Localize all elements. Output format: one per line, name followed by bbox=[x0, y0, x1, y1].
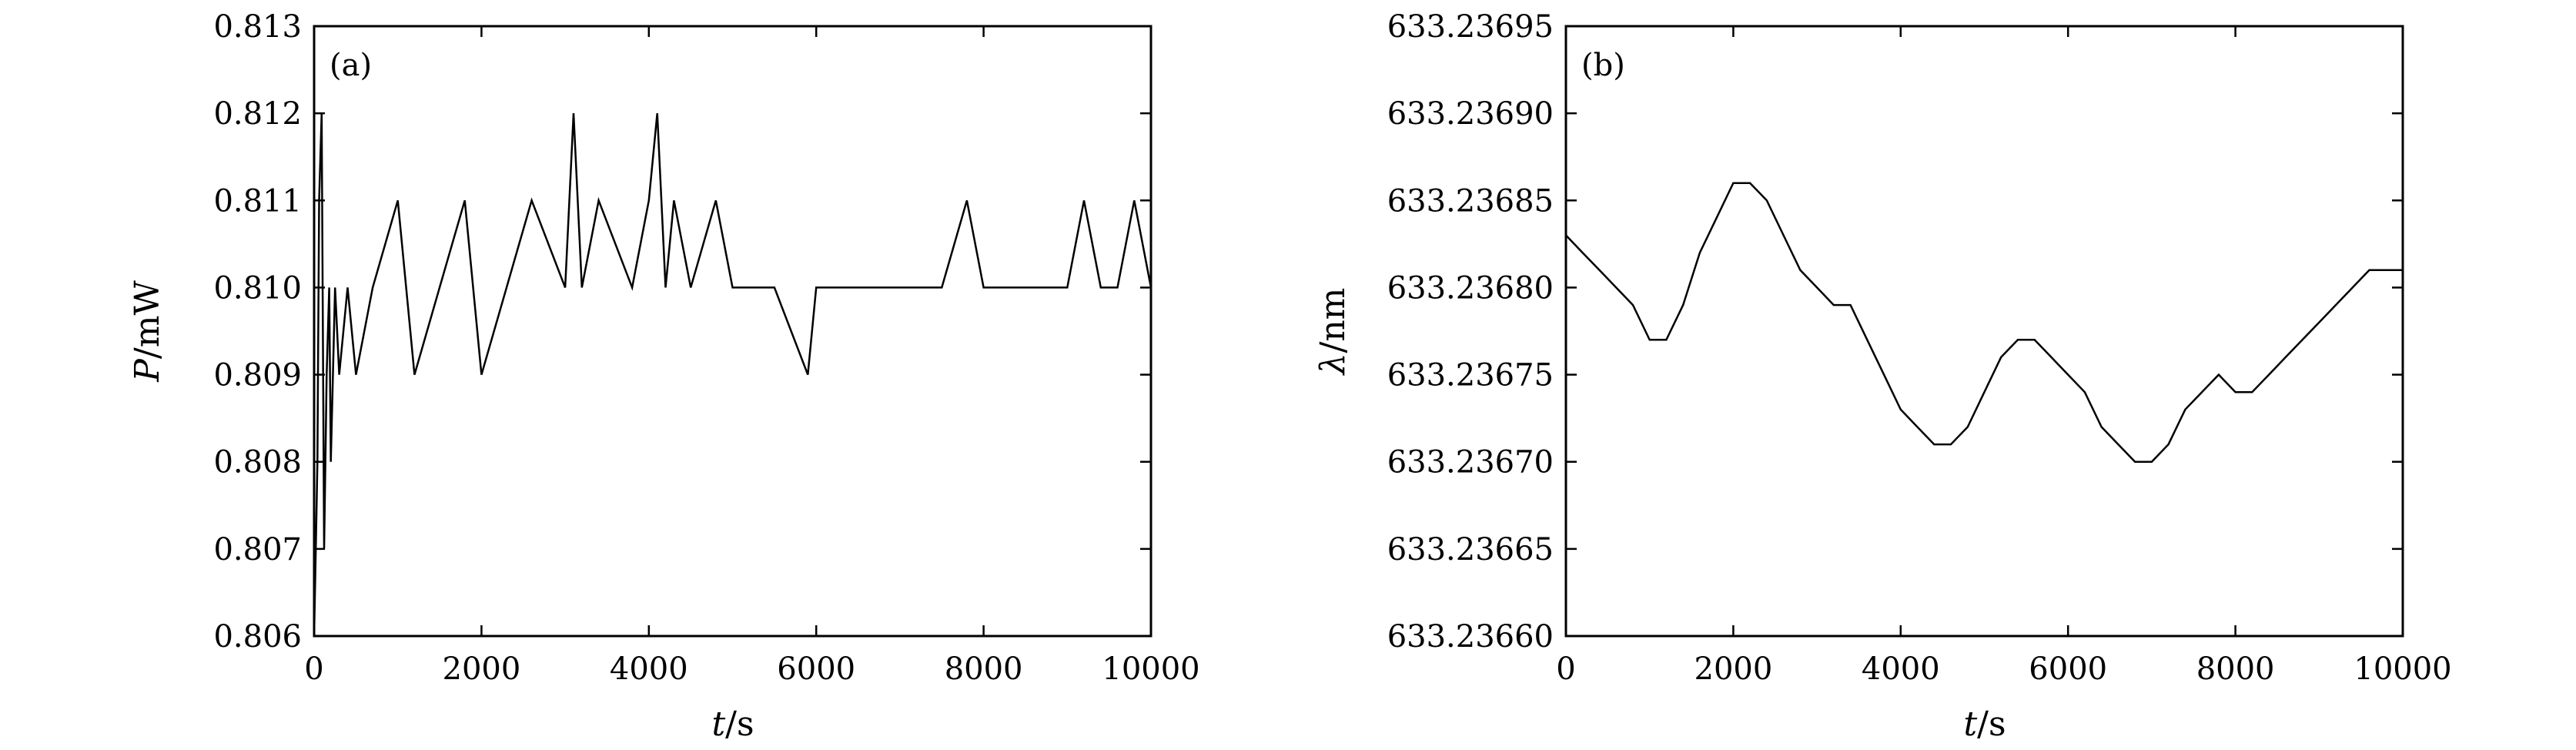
x-axis-unit: /s bbox=[725, 705, 754, 744]
y-tick-label: 633.23695 bbox=[1387, 9, 1554, 45]
y-tick-label: 0.809 bbox=[213, 358, 302, 393]
y-tick-label: 0.812 bbox=[213, 96, 302, 132]
x-tick-label: 0 bbox=[1556, 651, 1575, 687]
x-axis-unit: /s bbox=[1977, 705, 2006, 744]
x-tick-label: 4000 bbox=[610, 651, 688, 687]
ticks-layer: 0 2000 4000 6000 8000 10000 633.23660 633.23665… bbox=[1387, 9, 2452, 687]
y-tick-label: 0.806 bbox=[213, 619, 302, 655]
x-tick-label: 0 bbox=[304, 651, 323, 687]
series-layer bbox=[313, 112, 1153, 637]
y-tick-label: 0.810 bbox=[213, 270, 302, 306]
series-line bbox=[1565, 182, 2403, 463]
chart-panel-a: 0 2000 4000 6000 8000 10000 0.806 0.807 0.808 0.8… bbox=[128, 9, 1200, 744]
x-tick-label: 10000 bbox=[1102, 651, 1199, 687]
x-axis-label: t/s bbox=[711, 705, 754, 744]
y-tick-label: 633.23685 bbox=[1387, 183, 1554, 219]
ticks-layer: 0 2000 4000 6000 8000 10000 0.806 0.807 0.808 0.8… bbox=[213, 9, 1199, 687]
y-axis-label: λ/nm bbox=[1313, 288, 1353, 377]
y-tick-label: 633.23660 bbox=[1387, 619, 1554, 655]
x-axis-variable: t bbox=[711, 705, 725, 744]
y-axis-variable: P bbox=[128, 358, 167, 383]
x-axis-variable: t bbox=[1963, 705, 1977, 744]
x-tick-label: 2000 bbox=[1694, 651, 1773, 687]
chart-panel-b: 0 2000 4000 6000 8000 10000 633.23660 633.23665… bbox=[1313, 9, 2452, 744]
y-tick-label: 633.23670 bbox=[1387, 445, 1554, 480]
x-tick-label: 8000 bbox=[945, 651, 1023, 687]
series-line bbox=[313, 112, 1153, 637]
y-axis-label: P/mW bbox=[128, 280, 167, 383]
y-axis-unit: /nm bbox=[1313, 288, 1353, 353]
y-tick-label: 633.23665 bbox=[1387, 532, 1554, 568]
y-tick-label: 0.811 bbox=[213, 183, 302, 219]
panel-label: (a) bbox=[330, 48, 372, 83]
x-tick-label: 8000 bbox=[2196, 651, 2275, 687]
y-axis-unit: /mW bbox=[128, 280, 167, 360]
y-tick-label: 633.23675 bbox=[1387, 358, 1554, 393]
x-tick-label: 2000 bbox=[443, 651, 521, 687]
y-tick-label: 0.808 bbox=[213, 445, 302, 480]
x-tick-label: 4000 bbox=[1862, 651, 1940, 687]
y-tick-label: 633.23680 bbox=[1387, 270, 1554, 306]
plot-frame bbox=[313, 25, 1153, 638]
series-layer bbox=[1565, 182, 2403, 463]
plot-frame bbox=[1564, 25, 2404, 638]
x-axis-label: t/s bbox=[1963, 705, 2006, 744]
y-tick-label: 0.813 bbox=[213, 9, 302, 45]
y-tick-label: 633.23690 bbox=[1387, 96, 1554, 132]
y-tick-label: 0.807 bbox=[213, 532, 302, 568]
x-tick-label: 6000 bbox=[2029, 651, 2107, 687]
x-tick-label: 10000 bbox=[2354, 651, 2451, 687]
x-tick-label: 6000 bbox=[777, 651, 855, 687]
y-axis-variable: λ bbox=[1313, 353, 1353, 377]
panel-label: (b) bbox=[1581, 48, 1625, 83]
